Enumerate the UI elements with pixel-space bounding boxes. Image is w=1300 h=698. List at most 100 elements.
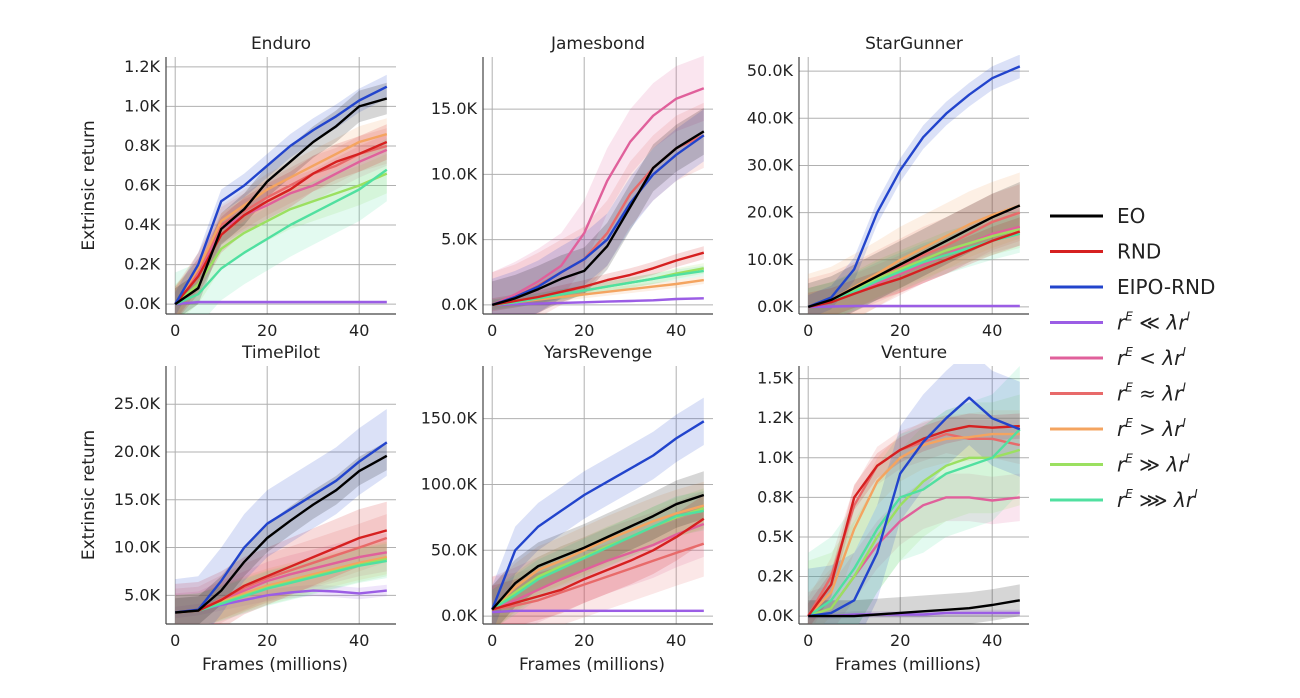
y-tick-label: 0.2K <box>124 255 160 274</box>
y-tick-label: 0.0K <box>757 297 793 316</box>
series-line-eipo-rnd <box>174 85 388 305</box>
y-tick-label: 0.5K <box>757 527 793 546</box>
band-r-e-r-i <box>492 491 704 624</box>
y-tick-label: 30.0K <box>747 155 794 174</box>
series-line-rnd <box>491 251 705 307</box>
band-r-e-r-i <box>492 55 704 314</box>
series-line-r-e-r-i <box>492 297 704 307</box>
band-r-e-r-i <box>492 491 704 624</box>
y-tick-label: 40.0K <box>747 108 794 127</box>
x-tick-label: 0 <box>487 631 497 650</box>
y-tick-label: 10.0K <box>114 538 161 557</box>
x-axis-label: Frames (millions) <box>835 655 981 675</box>
series-line-eo <box>491 493 705 611</box>
band-rnd <box>175 501 387 624</box>
x-tick-label: 0 <box>803 631 813 650</box>
y-axis-label: Extrinsic return <box>79 120 99 250</box>
subplot-venture: 0.0K 0.2K 0.5K 0.8K 1.0K 1.2K 1.5K 0 20 40 Venture… <box>757 343 1029 675</box>
x-tick-label: 0 <box>170 631 180 650</box>
y-tick-label: 20.0K <box>114 442 161 461</box>
series-line-eipo-rnd <box>491 134 705 307</box>
series-line-r-e-r-i <box>807 432 1020 617</box>
legend-label: RND <box>1117 240 1161 264</box>
band-r-e-r-i <box>492 510 704 624</box>
x-tick-label: 20 <box>890 321 910 340</box>
series-line-r-e-r-i <box>492 269 704 307</box>
x-tick-label: 40 <box>666 321 686 340</box>
legend-label: rE ≪ λrI <box>1117 310 1191 335</box>
series-line-rnd <box>175 529 388 614</box>
legend-label: rE > λrI <box>1117 416 1186 441</box>
subplot-title: Venture <box>881 343 947 363</box>
y-tick-label: 10.0K <box>747 250 794 269</box>
band-eipo-rnd <box>492 109 704 314</box>
band-r-e-r-i <box>175 138 387 314</box>
y-tick-label: 1.5K <box>757 369 793 388</box>
y-tick-label: 1.2K <box>124 57 160 76</box>
band-r-e-r-i <box>808 366 1020 624</box>
y-tick-label: 150.0K <box>421 409 478 428</box>
subplot-title: Jamesbond <box>550 34 645 54</box>
band-r-e-r-i <box>808 172 1020 314</box>
y-tick-label: 5.0K <box>124 585 160 604</box>
subplot-stargunner: 0.0K 10.0K 20.0K 30.0K 40.0K 50.0K 0 20 40 StarGu… <box>747 34 1029 340</box>
x-tick-label: 20 <box>890 631 910 650</box>
y-tick-label: 0.0K <box>441 295 477 314</box>
x-tick-label: 20 <box>574 321 594 340</box>
series-line-rnd <box>491 517 705 611</box>
y-tick-label: 0.0K <box>441 606 477 625</box>
y-tick-label: 10.0K <box>431 164 478 183</box>
series-group <box>491 55 705 314</box>
series-line-eo <box>174 97 388 306</box>
x-axis-label: Frames (millions) <box>202 655 348 675</box>
series-line-r-e-r-i <box>174 172 388 306</box>
y-tick-label: 100.0K <box>421 474 478 493</box>
legend-label: rE < λrI <box>1117 345 1186 370</box>
subplot-title: Enduro <box>251 34 311 54</box>
band-r-e-r-i <box>492 102 704 314</box>
series-group <box>174 74 388 314</box>
series-group <box>491 397 705 624</box>
x-tick-label: 0 <box>803 321 813 340</box>
x-tick-label: 0 <box>487 321 497 340</box>
y-tick-label: 1.0K <box>757 448 793 467</box>
band-r-e-r-i <box>175 584 387 619</box>
band-eipo-rnd <box>492 397 704 624</box>
series-line-r-e-r-i <box>174 148 388 305</box>
legend: EO RND EIPO-RND rE ≪ λrI rE < λrI rE ≈ λrI rE … <box>1050 204 1215 512</box>
y-tick-label: 50.0K <box>431 540 478 559</box>
series-line-eipo-rnd <box>807 65 1021 309</box>
y-tick-label: 0.8K <box>757 487 793 506</box>
series-line-eipo-rnd <box>491 420 705 610</box>
subplot-jamesbond: 0.0K 5.0K 10.0K 15.0K 0 20 40 Jamesbond <box>431 34 713 340</box>
y-tick-label: 1.0K <box>124 96 160 115</box>
y-tick-label: 1.2K <box>757 408 793 427</box>
x-tick-label: 20 <box>257 321 277 340</box>
subplot-yarsrevenge: 0.0K 50.0K 100.0K 150.0K 0 20 40 YarsRevenge Fra… <box>421 343 713 675</box>
y-axis-label: Extrinsic return <box>79 430 99 560</box>
series-line-r-e-r-i <box>174 132 388 305</box>
series-line-r-e-r-i <box>175 559 388 614</box>
band-eo <box>175 441 387 624</box>
series-line-eo <box>808 599 1021 618</box>
subplot-enduro: 0.0K 0.2K 0.4K 0.6K 0.8K 1.0K 1.2K 0 20 40 Enduro E… <box>79 34 396 340</box>
y-tick-label: 25.0K <box>114 394 161 413</box>
band-r-e-r-i <box>808 184 1020 314</box>
y-tick-label: 0.0K <box>124 294 160 313</box>
series-line-eo <box>807 204 1021 309</box>
series-line-eipo-rnd <box>808 396 1021 618</box>
series-line-r-e-r-i <box>491 509 705 611</box>
series-line-rnd <box>807 424 1020 617</box>
series-line-eipo-rnd <box>175 441 388 614</box>
legend-label: rE ⋙ λrI <box>1117 487 1198 512</box>
x-tick-label: 40 <box>349 631 369 650</box>
series-line-eo <box>175 454 388 614</box>
y-tick-label: 15.0K <box>431 99 478 118</box>
y-tick-label: 50.0K <box>747 61 794 80</box>
series-line-r-e-r-i <box>491 522 705 611</box>
subplot-title: TimePilot <box>241 343 320 363</box>
band-r-e-r-i <box>175 134 387 314</box>
y-tick-label: 5.0K <box>441 230 477 249</box>
x-tick-label: 20 <box>574 631 594 650</box>
y-tick-label: 0.8K <box>124 136 160 155</box>
